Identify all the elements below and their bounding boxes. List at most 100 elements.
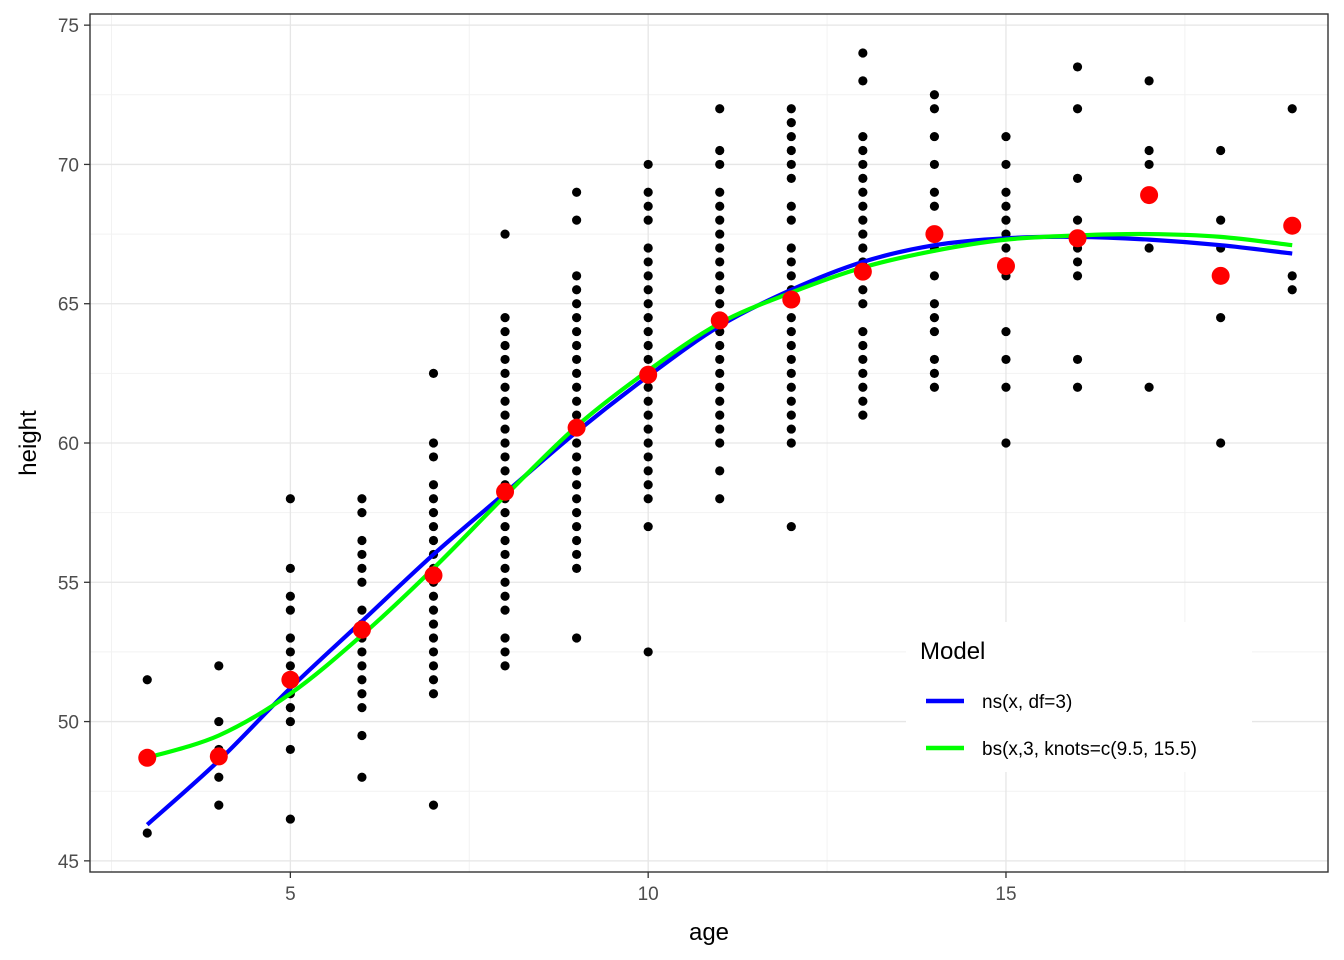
observed-point bbox=[929, 354, 940, 365]
observed-point bbox=[1001, 382, 1011, 392]
observed-point bbox=[572, 340, 582, 351]
observed-point bbox=[929, 187, 940, 197]
observed-point bbox=[929, 326, 940, 337]
observed-point bbox=[572, 215, 582, 225]
observed-point bbox=[643, 215, 653, 225]
observed-point bbox=[858, 187, 868, 197]
observed-point bbox=[643, 340, 653, 351]
observed-point bbox=[1072, 62, 1083, 72]
y-tick-label: 45 bbox=[58, 852, 79, 873]
observed-point bbox=[786, 118, 796, 128]
observed-point bbox=[786, 326, 796, 337]
observed-point bbox=[858, 299, 868, 309]
observed-point bbox=[786, 313, 796, 323]
observed-point bbox=[500, 633, 510, 643]
observed-point bbox=[1001, 159, 1011, 170]
observed-point bbox=[786, 382, 796, 392]
observed-point bbox=[786, 159, 796, 170]
observed-point bbox=[715, 410, 725, 420]
legend-label-bs: bs(x,3, knots=c(9.5, 15.5) bbox=[982, 739, 1197, 760]
observed-point bbox=[858, 159, 868, 170]
observed-point bbox=[357, 647, 367, 657]
observed-point bbox=[572, 271, 582, 281]
observed-point bbox=[500, 313, 510, 323]
observed-point bbox=[643, 313, 653, 323]
observed-point bbox=[643, 452, 653, 462]
observed-point bbox=[786, 521, 796, 532]
x-tick-label: 15 bbox=[995, 884, 1016, 905]
legend: Model ns(x, df=3) bs(x,3, knots=c(9.5, 1… bbox=[906, 622, 1252, 772]
observed-point bbox=[500, 382, 510, 392]
observed-point bbox=[428, 508, 439, 518]
observed-point bbox=[715, 466, 725, 476]
observed-point bbox=[1001, 215, 1011, 225]
observed-point bbox=[500, 563, 510, 573]
observed-point bbox=[715, 285, 725, 295]
observed-point bbox=[715, 271, 725, 281]
observed-point bbox=[572, 633, 582, 643]
observed-point bbox=[643, 326, 653, 337]
observed-point bbox=[500, 368, 510, 378]
observed-point bbox=[929, 104, 940, 114]
observed-point bbox=[285, 591, 295, 601]
observed-point bbox=[858, 396, 868, 406]
observed-point bbox=[643, 410, 653, 420]
observed-point bbox=[572, 438, 582, 448]
observed-point bbox=[715, 382, 725, 392]
observed-point bbox=[357, 577, 367, 587]
observed-point bbox=[572, 480, 582, 490]
observed-point bbox=[858, 382, 868, 392]
observed-point bbox=[643, 257, 653, 267]
observed-point bbox=[500, 508, 510, 518]
observed-point bbox=[500, 577, 510, 587]
fitted-lines bbox=[145, 231, 1293, 827]
mean-point bbox=[424, 566, 443, 585]
observed-point bbox=[643, 438, 653, 448]
y-tick-label: 60 bbox=[58, 434, 79, 455]
observed-point bbox=[285, 661, 295, 671]
observed-point bbox=[715, 145, 725, 156]
y-axis-title: height bbox=[15, 410, 42, 476]
observed-point bbox=[715, 159, 725, 170]
observed-point bbox=[572, 549, 582, 560]
observed-point bbox=[214, 661, 224, 671]
observed-point bbox=[786, 396, 796, 406]
observed-point bbox=[214, 772, 224, 782]
observed-point bbox=[285, 703, 295, 713]
observed-point bbox=[500, 229, 510, 239]
observed-point bbox=[572, 508, 582, 518]
observed-point bbox=[715, 243, 725, 253]
observed-point bbox=[643, 494, 653, 504]
observed-point bbox=[285, 647, 295, 657]
observed-point bbox=[1072, 257, 1083, 267]
observed-point bbox=[285, 744, 295, 755]
observed-point bbox=[715, 257, 725, 267]
observed-point bbox=[285, 563, 295, 573]
observed-point bbox=[357, 549, 367, 560]
observed-point bbox=[786, 340, 796, 351]
observed-point bbox=[858, 285, 868, 295]
x-tick-label: 5 bbox=[285, 884, 296, 905]
observed-point bbox=[500, 591, 510, 601]
observed-point bbox=[1001, 438, 1011, 448]
observed-point bbox=[858, 145, 868, 156]
observed-point bbox=[428, 535, 439, 546]
observed-point bbox=[357, 563, 367, 573]
observed-point bbox=[572, 299, 582, 309]
grid bbox=[90, 14, 1328, 872]
observed-point bbox=[500, 424, 510, 434]
observed-point bbox=[1072, 173, 1083, 183]
observed-point bbox=[572, 521, 582, 532]
observed-point bbox=[285, 633, 295, 643]
observed-point bbox=[858, 215, 868, 225]
observed-point bbox=[572, 187, 582, 197]
observed-point bbox=[929, 382, 940, 392]
observed-point bbox=[428, 438, 439, 448]
observed-point bbox=[500, 535, 510, 546]
observed-point bbox=[214, 716, 224, 727]
observed-point bbox=[142, 675, 152, 685]
observed-point bbox=[929, 159, 940, 170]
y-tick-label: 75 bbox=[58, 16, 79, 37]
observed-point bbox=[858, 368, 868, 378]
